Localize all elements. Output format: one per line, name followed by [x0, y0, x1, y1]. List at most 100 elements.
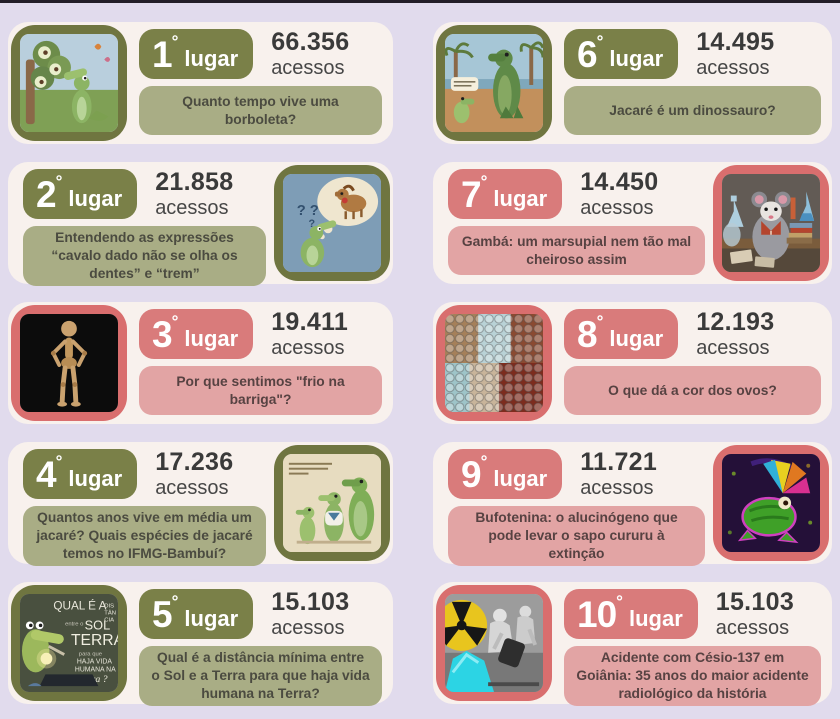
accesses-count: 17.236: [155, 448, 234, 477]
rank-number: 2: [36, 173, 57, 215]
top-border: [0, 0, 840, 3]
question-box: Acidente com Césio-137 em Goiânia: 35 an…: [564, 646, 821, 706]
rank-number: 4: [36, 453, 57, 495]
card-9-image-tile: [713, 445, 829, 561]
cesium-137-accident-illustration: [445, 594, 543, 692]
svg-text:entre o: entre o: [65, 621, 84, 627]
accesses-count: 15.103: [271, 588, 350, 617]
psychedelic-toad-illustration: [722, 454, 820, 552]
accesses-count: 12.193: [696, 308, 775, 337]
card-6-image-tile: [436, 25, 552, 141]
card-3-image-tile: [11, 305, 127, 421]
ranking-card-8: 8 ° lugar 12.193 acessos O que dá a cor do…: [433, 302, 832, 424]
question-box: Quanto tempo vive uma borboleta?: [139, 86, 382, 135]
ordinal-symbol: °: [171, 592, 179, 611]
accesses-label: acessos: [271, 56, 345, 79]
svg-text:SOL: SOL: [85, 617, 110, 632]
place-label: lugar: [609, 326, 664, 351]
ordinal-symbol: °: [55, 172, 63, 191]
ordinal-symbol: °: [596, 312, 604, 331]
place-label: lugar: [184, 326, 239, 351]
rank-badge: 8 ° lugar: [564, 309, 679, 359]
accesses-stats: 66.356 acessos: [271, 29, 349, 79]
place-label: lugar: [609, 46, 664, 71]
accesses-label: acessos: [155, 476, 229, 499]
ordinal-symbol: °: [171, 32, 179, 51]
rank-number: 5: [152, 593, 173, 635]
rank-number: 1: [152, 33, 173, 75]
svg-text:? ?: ? ?: [297, 203, 319, 219]
rank-number: 9: [461, 453, 482, 495]
accesses-stats: 14.450 acessos: [580, 169, 658, 219]
colored-eggs-grid-illustration: [445, 314, 543, 412]
ordinal-symbol: °: [616, 592, 623, 611]
svg-text:TERRA: TERRA: [71, 632, 118, 649]
ranking-card-4: 4 ° lugar 17.236 acessos Quantos anos vive…: [8, 442, 393, 566]
rank-badge: 3 ° lugar: [139, 309, 254, 359]
wooden-mannequin-illustration: [20, 314, 118, 412]
place-label: lugar: [68, 466, 123, 491]
accesses-label: acessos: [696, 336, 770, 359]
accesses-count: 21.858: [155, 168, 234, 197]
ranking-card-5: QUAL É A DIS TÂN CIA entre o SOL TERRA p…: [8, 582, 393, 706]
ranking-card-7: 7 ° lugar 14.450 acessos Gambá: um marsupi…: [433, 162, 832, 284]
question-box: Jacaré é um dinossauro?: [564, 86, 821, 135]
accesses-stats: 15.103 acessos: [716, 589, 794, 639]
accesses-count: 11.721: [580, 448, 658, 477]
accesses-label: acessos: [580, 196, 654, 219]
accesses-label: acessos: [271, 336, 345, 359]
ranking-card-6: 6 ° lugar 14.495 acessos Jacaré é um dinos…: [433, 22, 832, 144]
accesses-count: 14.450: [580, 168, 659, 197]
svg-text:DIS: DIS: [104, 604, 114, 610]
crocodile-family-illustration: [283, 454, 381, 552]
accesses-stats: 14.495 acessos: [696, 29, 774, 79]
accesses-label: acessos: [271, 616, 345, 639]
question-box: Por que sentimos "frio na barriga"?: [139, 366, 382, 415]
rank-number: 8: [577, 313, 598, 355]
question-box: Entendendo as expressões “cavalo dado nã…: [23, 226, 266, 286]
accesses-count: 15.103: [715, 588, 795, 617]
accesses-stats: 19.411 acessos: [271, 309, 348, 359]
rank-badge: 5 ° lugar: [139, 589, 254, 639]
place-label: lugar: [628, 606, 683, 631]
svg-text:HAJA VIDA: HAJA VIDA: [77, 659, 112, 666]
ranking-card-2: ? ? ? 2 ° lugar 21.858 acessos: [8, 162, 393, 286]
ordinal-symbol: °: [55, 452, 63, 471]
svg-text:CIA: CIA: [104, 617, 114, 623]
ordinal-symbol: °: [480, 172, 488, 191]
accesses-label: acessos: [715, 616, 790, 639]
card-8-image-tile: [436, 305, 552, 421]
rank-number: 3: [152, 313, 173, 355]
accesses-stats: 12.193 acessos: [696, 309, 774, 359]
question-box: Bufotenina: o alucinógeno que pode levar…: [448, 506, 705, 566]
accesses-stats: 17.236 acessos: [155, 449, 233, 499]
card-1-image-tile: [11, 25, 127, 141]
ordinal-symbol: °: [480, 452, 488, 471]
rank-badge: 10 ° lugar: [564, 589, 698, 639]
ranking-card-3: 3 ° lugar 19.411 acessos Por que sentimos …: [8, 302, 393, 424]
place-label: lugar: [493, 466, 548, 491]
crocodile-tree-illustration: [20, 34, 118, 132]
question-box: O que dá a cor dos ovos?: [564, 366, 821, 415]
svg-text:QUAL É A: QUAL É A: [53, 600, 106, 613]
place-label: lugar: [184, 46, 239, 71]
card-4-image-tile: [274, 445, 390, 561]
svg-text:?: ?: [308, 218, 315, 230]
accesses-stats: 11.721 acessos: [580, 449, 657, 499]
rank-number: 10: [577, 593, 617, 635]
card-7-image-tile: [713, 165, 829, 281]
question-box: Gambá: um marsupial nem tão mal cheiroso…: [448, 226, 705, 275]
rank-badge: 2 ° lugar: [23, 169, 138, 219]
accesses-count: 19.411: [271, 308, 349, 337]
rank-badge: 4 ° lugar: [23, 449, 138, 499]
rank-number: 6: [577, 33, 598, 75]
svg-text:HUMANA NA: HUMANA NA: [75, 666, 116, 673]
opossum-lab-illustration: [722, 174, 820, 272]
rank-badge: 7 ° lugar: [448, 169, 563, 219]
ordinal-symbol: °: [171, 312, 179, 331]
place-label: lugar: [493, 186, 548, 211]
accesses-stats: 21.858 acessos: [155, 169, 233, 219]
ordinal-symbol: °: [596, 32, 604, 51]
card-10-image-tile: [436, 585, 552, 701]
crocodile-chalkboard-illustration: QUAL É A DIS TÂN CIA entre o SOL TERRA p…: [20, 594, 118, 692]
